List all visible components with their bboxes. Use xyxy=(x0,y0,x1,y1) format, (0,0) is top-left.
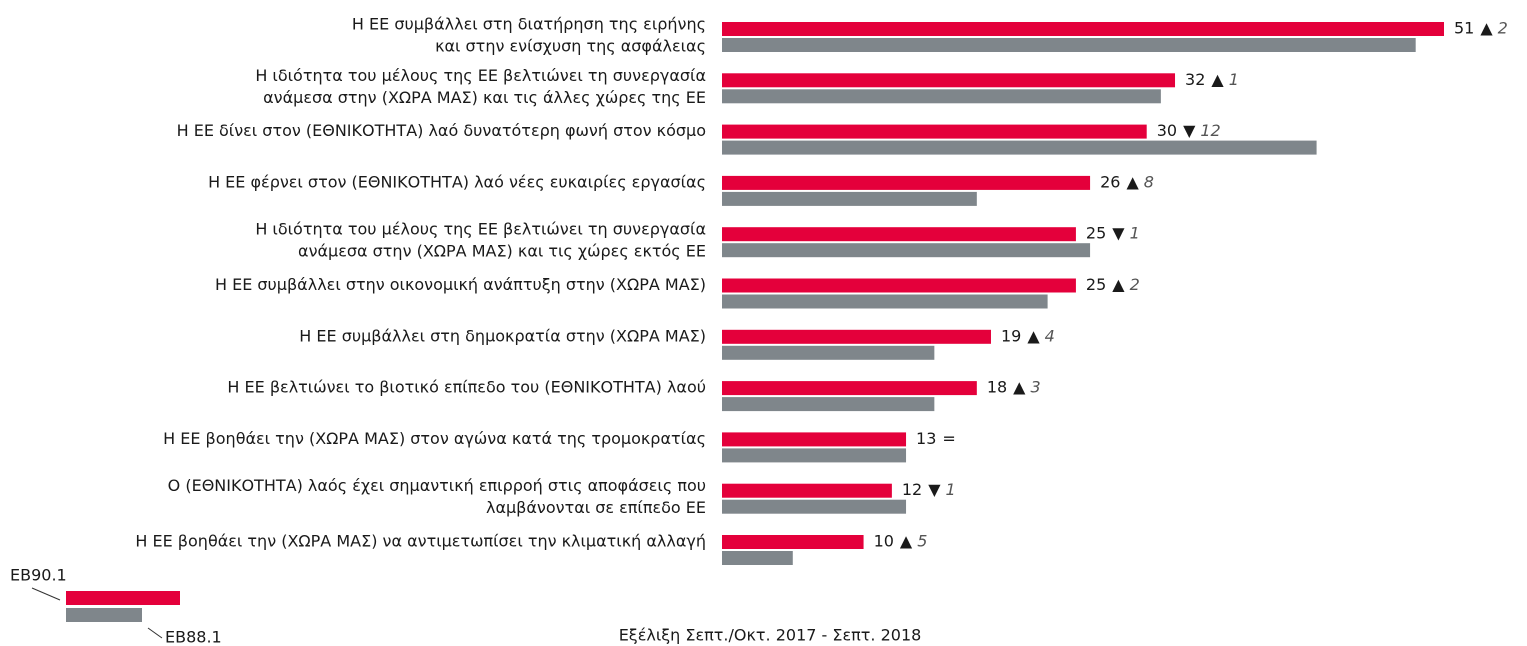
legend-label: EB90.1 xyxy=(10,566,67,585)
category-label: Η ΕΕ βοηθάει την (ΧΩΡΑ ΜΑΣ) να αντιμετωπ… xyxy=(135,532,706,551)
bar xyxy=(722,73,1176,88)
bar xyxy=(722,483,892,498)
change-symbol: ▲ xyxy=(1013,378,1026,397)
value-label: 13 xyxy=(916,429,936,448)
category-label: Ο (ΕΘΝΙΚΟΤΗΤΑ) λαός έχει σημαντική επιρρ… xyxy=(168,476,706,495)
bar xyxy=(722,243,1091,258)
value-label: 30 xyxy=(1157,121,1177,140)
bar xyxy=(722,175,1091,190)
legend-leader xyxy=(147,627,163,639)
change-symbol: ▼ xyxy=(1183,121,1196,140)
category-label: Η ιδιότητα του μέλους της ΕΕ βελτιώνει τ… xyxy=(255,66,706,85)
bar xyxy=(722,381,977,396)
bar xyxy=(722,432,907,447)
change-value: 2 xyxy=(1498,19,1508,38)
category-label: Η ΕΕ συμβάλλει στη διατήρηση της ειρήνης xyxy=(352,15,706,34)
change-symbol: = xyxy=(942,429,955,448)
bar xyxy=(722,294,1048,309)
value-label: 51 xyxy=(1454,19,1474,38)
change-symbol: ▼ xyxy=(1112,224,1125,243)
bar xyxy=(722,551,793,565)
change-symbol: ▼ xyxy=(928,480,941,499)
legend-swatch xyxy=(66,591,180,605)
bar xyxy=(722,345,935,360)
value-label: 10 xyxy=(874,532,894,551)
change-value: 4 xyxy=(1045,326,1055,345)
value-label: 25 xyxy=(1086,224,1106,243)
value-label: 32 xyxy=(1185,70,1205,89)
bar xyxy=(722,535,864,549)
bar xyxy=(722,227,1076,242)
value-label: 18 xyxy=(987,378,1007,397)
change-symbol: ▲ xyxy=(1480,19,1493,38)
bar xyxy=(722,278,1076,293)
value-label: 26 xyxy=(1100,172,1120,191)
category-label: Η ιδιότητα του μέλους της ΕΕ βελτιώνει τ… xyxy=(255,220,706,239)
legend-label: EB88.1 xyxy=(165,628,222,646)
bar xyxy=(722,499,907,514)
bar xyxy=(722,140,1317,155)
bar xyxy=(722,124,1147,139)
category-label: Η ΕΕ δίνει στον (ΕΘΝΙΚΟΤΗΤΑ) λαό δυνατότ… xyxy=(177,121,706,140)
change-value: 1 xyxy=(1229,70,1239,89)
bar xyxy=(722,329,991,344)
change-symbol: ▲ xyxy=(1126,172,1139,191)
note: Εξέλιξη Σεπτ./Οκτ. 2017 - Σεπτ. 2018 xyxy=(619,626,922,645)
bar xyxy=(722,448,907,463)
category-label: ανάμεσα στην (ΧΩΡΑ ΜΑΣ) και τις άλλες χώ… xyxy=(263,88,706,107)
change-value: 5 xyxy=(917,532,927,551)
category-label: ανάμεσα στην (ΧΩΡΑ ΜΑΣ) και τις χώρες εκ… xyxy=(298,242,706,261)
bar xyxy=(722,38,1416,52)
change-symbol: ▲ xyxy=(1211,70,1224,89)
change-value: 1 xyxy=(946,480,956,499)
value-label: 25 xyxy=(1086,275,1106,294)
change-value: 3 xyxy=(1030,378,1040,397)
category-label: και στην ενίσχυση της ασφάλειας xyxy=(435,37,706,56)
category-label: Η ΕΕ βελτιώνει το βιοτικό επίπεδο του (Ε… xyxy=(227,378,706,397)
bar xyxy=(722,22,1444,36)
change-symbol: ▲ xyxy=(900,532,913,551)
value-label: 12 xyxy=(902,480,922,499)
category-label: Η ΕΕ φέρνει στον (ΕΘΝΙΚΟΤΗΤΑ) λαό νέες ε… xyxy=(208,172,706,191)
change-value: 8 xyxy=(1144,172,1154,191)
bar xyxy=(722,397,935,412)
change-symbol: ▲ xyxy=(1027,326,1040,345)
change-value: 1 xyxy=(1130,224,1140,243)
category-label: Η ΕΕ συμβάλλει στη δημοκρατία στην (ΧΩΡΑ… xyxy=(299,326,706,345)
change-value: 2 xyxy=(1130,275,1140,294)
bar xyxy=(722,191,977,206)
change-symbol: ▲ xyxy=(1112,275,1125,294)
category-label: λαμβάνονται σε επίπεδο ΕΕ xyxy=(486,498,706,517)
value-label: 19 xyxy=(1001,326,1021,345)
legend-leader xyxy=(31,587,61,601)
category-label: Η ΕΕ βοηθάει την (ΧΩΡΑ ΜΑΣ) στον αγώνα κ… xyxy=(163,429,706,448)
change-value: 12 xyxy=(1200,121,1220,140)
legend-swatch xyxy=(66,608,142,622)
bar xyxy=(722,89,1161,104)
category-label: Η ΕΕ συμβάλλει στην οικονομική ανάπτυξη … xyxy=(215,275,706,294)
